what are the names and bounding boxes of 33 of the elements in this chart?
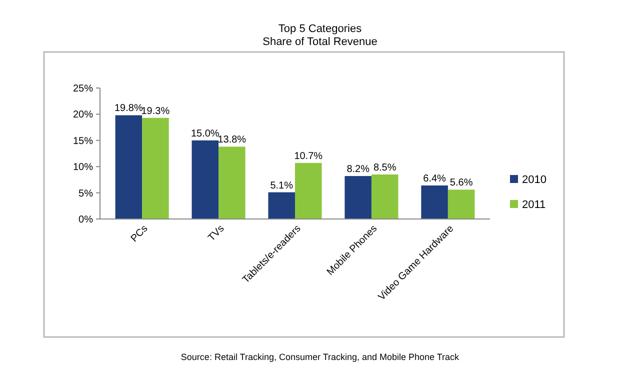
data-label: 6.4% (423, 173, 446, 184)
data-label: 19.8% (114, 103, 143, 114)
bar (421, 185, 448, 219)
y-tick-label: 20% (72, 110, 94, 121)
source-note: Source: Retail Tracking, Consumer Tracking, and Mobile Phone Track (180, 352, 460, 362)
y-tick-label: 25% (72, 84, 94, 94)
data-label: 5.6% (450, 178, 473, 189)
bar (448, 190, 475, 219)
y-tick-label: 10% (72, 162, 94, 174)
bar (142, 118, 169, 219)
legend-label: 2011 (522, 199, 546, 211)
y-tick-label: 15% (72, 136, 94, 147)
bar (115, 115, 142, 219)
bar (344, 176, 372, 219)
data-label: 10.7% (294, 150, 323, 162)
data-label: 8.5% (373, 162, 396, 174)
legend-label: 2010 (522, 174, 546, 186)
data-label: 8.2% (346, 164, 370, 176)
data-label: 19.3% (141, 106, 170, 117)
bar (192, 140, 219, 219)
x-tick-label: PCs (129, 223, 150, 244)
bar (218, 146, 246, 219)
x-tick-label: TVs (206, 223, 227, 244)
y-tick-label: 5% (78, 188, 94, 200)
data-label: 15.0% (190, 128, 220, 140)
data-label: 5.1% (270, 180, 294, 192)
y-tick-label: 0% (78, 214, 94, 226)
chart-title: Top 5 Categories (278, 23, 362, 35)
bar (371, 174, 398, 219)
data-label: 13.8% (218, 134, 246, 146)
bar (268, 192, 295, 219)
bar (295, 162, 322, 219)
chart-subtitle: Share of Total Revenue (262, 36, 378, 48)
